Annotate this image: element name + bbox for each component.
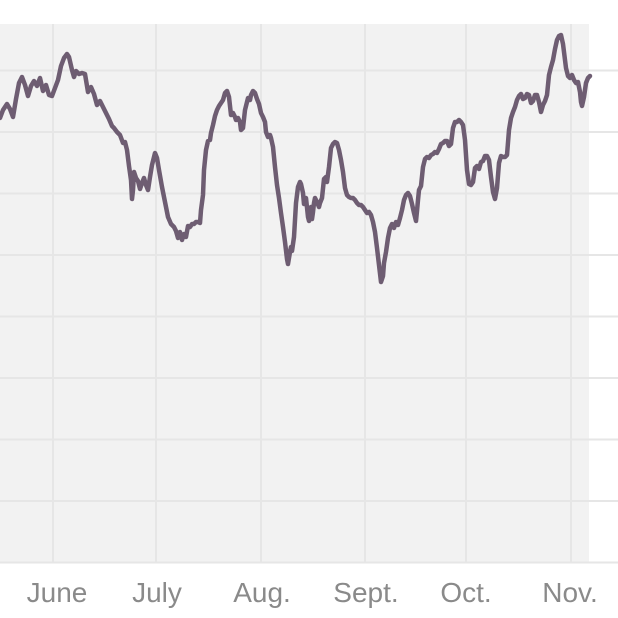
- price-line: [0, 32, 593, 285]
- plot-area: [0, 24, 589, 563]
